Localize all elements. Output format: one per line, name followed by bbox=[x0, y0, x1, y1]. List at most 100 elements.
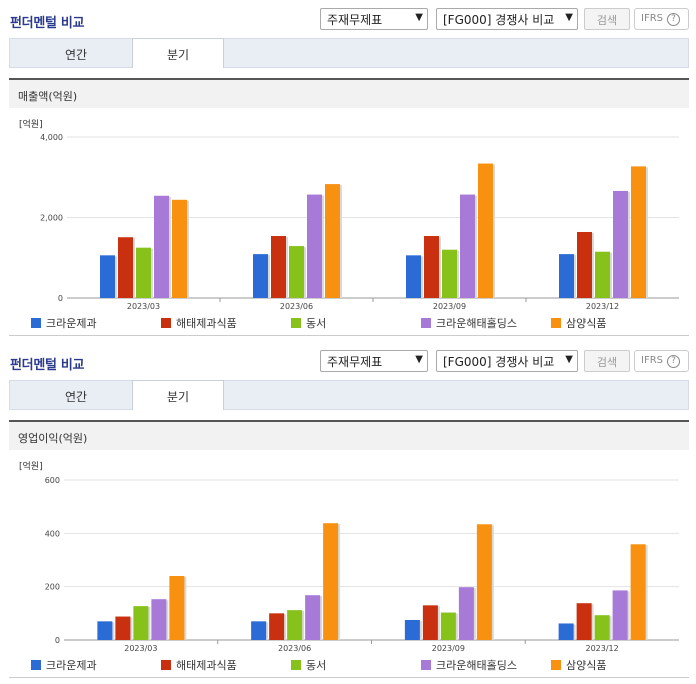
legend-swatch bbox=[421, 318, 431, 328]
chart-legend: 크라운제과 해태제과식품 동서 크라운해태홀딩스 삼양식품 bbox=[9, 315, 689, 331]
x-tick-label: 2023/06 bbox=[280, 302, 313, 311]
bar bbox=[151, 599, 167, 640]
legend-item[interactable]: 크라운제과 bbox=[31, 315, 97, 331]
search-button[interactable]: 검색 bbox=[584, 8, 630, 30]
bar bbox=[595, 251, 610, 298]
group-select[interactable]: [FG000] 경쟁사 비교 ▼ bbox=[436, 8, 578, 30]
legend-item[interactable]: 해태제과식품 bbox=[161, 657, 237, 673]
bar bbox=[136, 247, 151, 298]
statement-select[interactable]: 주재무제표 ▼ bbox=[320, 350, 428, 372]
legend-item[interactable]: 동서 bbox=[291, 315, 326, 331]
legend-item[interactable]: 삼양식품 bbox=[551, 315, 606, 331]
ifrs-label: IFRS bbox=[641, 13, 663, 24]
legend-swatch bbox=[31, 318, 41, 328]
bar bbox=[630, 544, 646, 640]
legend-label: 크라운제과 bbox=[46, 659, 97, 672]
x-tick-label: 2023/12 bbox=[586, 644, 619, 653]
x-tick-label: 2023/03 bbox=[127, 302, 160, 311]
legend-item[interactable]: 크라운해태홀딩스 bbox=[421, 657, 517, 673]
panel-title: 펀더멘털 비교 bbox=[10, 358, 85, 373]
bar bbox=[594, 615, 610, 640]
y-tick-label: 4,000 bbox=[40, 133, 63, 142]
bar bbox=[612, 590, 628, 640]
ifrs-label: IFRS bbox=[641, 355, 663, 366]
legend-item[interactable]: 크라운해태홀딩스 bbox=[421, 315, 517, 331]
legend-swatch bbox=[161, 660, 171, 670]
y-unit-label: [억원] bbox=[19, 118, 43, 130]
x-tick-label: 2023/06 bbox=[278, 644, 311, 653]
bar bbox=[172, 199, 187, 298]
x-tick-label: 2023/12 bbox=[586, 302, 619, 311]
legend-label: 크라운해태홀딩스 bbox=[436, 317, 517, 330]
legend-swatch bbox=[551, 660, 561, 670]
legend-item[interactable]: 해태제과식품 bbox=[161, 315, 237, 331]
legend-label: 동서 bbox=[306, 659, 327, 672]
legend-swatch bbox=[551, 318, 561, 328]
legend-item[interactable]: 동서 bbox=[291, 657, 326, 673]
ifrs-help-button[interactable]: IFRS? bbox=[634, 350, 689, 372]
search-button[interactable]: 검색 bbox=[584, 350, 630, 372]
legend-label: 해태제과식품 bbox=[176, 317, 237, 330]
legend-label: 크라운제과 bbox=[46, 317, 97, 330]
bar bbox=[269, 613, 285, 640]
tab-quarterly[interactable]: 분기 bbox=[132, 38, 224, 68]
statement-select-value: 주재무제표 bbox=[327, 13, 383, 27]
statement-select[interactable]: 주재무제표 ▼ bbox=[320, 8, 428, 30]
group-select-value: [FG000] 경쟁사 비교 bbox=[443, 355, 555, 369]
bar bbox=[558, 623, 574, 640]
ifrs-help-button[interactable]: IFRS? bbox=[634, 8, 689, 30]
bar bbox=[458, 587, 474, 640]
tab-annual[interactable]: 연간 bbox=[64, 48, 88, 62]
period-tabs: 연간 분기 bbox=[9, 380, 689, 410]
bar bbox=[305, 595, 321, 640]
fundamental-panel-revenue: 펀더멘털 비교 주재무제표 ▼ [FG000] 경쟁사 비교 ▼ 검색 IFRS… bbox=[0, 0, 696, 340]
x-tick-label: 2023/09 bbox=[432, 644, 465, 653]
y-tick-label: 200 bbox=[45, 583, 60, 592]
legend-label: 동서 bbox=[306, 317, 327, 330]
bar bbox=[424, 236, 439, 298]
legend-label: 삼양식품 bbox=[566, 659, 607, 672]
tab-annual[interactable]: 연간 bbox=[64, 390, 88, 404]
legend-swatch bbox=[161, 318, 171, 328]
operating-profit-chart: [억원] 0 200 400 600 2023/03 2023/06 2023/09 2023/… bbox=[19, 460, 679, 653]
bar bbox=[422, 605, 438, 640]
bar bbox=[323, 523, 339, 640]
y-tick-label: 400 bbox=[45, 529, 60, 538]
bar bbox=[100, 255, 115, 298]
statement-select-value: 주재무제표 bbox=[327, 355, 383, 369]
y-tick-label: 0 bbox=[58, 294, 63, 303]
bar bbox=[631, 166, 646, 298]
legend-swatch bbox=[31, 660, 41, 670]
question-icon: ? bbox=[667, 355, 680, 368]
legend-item[interactable]: 크라운제과 bbox=[31, 657, 97, 673]
bar bbox=[169, 576, 185, 640]
revenue-chart-box: 매출액(억원) [억원] 0 2,000 4,000 2023/03 2023/06 202… bbox=[9, 78, 689, 336]
legend-swatch bbox=[421, 660, 431, 670]
period-tabs: 연간 분기 bbox=[9, 38, 689, 68]
bar bbox=[307, 194, 322, 298]
bar bbox=[478, 163, 493, 298]
bar bbox=[118, 237, 133, 298]
y-tick-label: 0 bbox=[55, 636, 60, 645]
legend-swatch bbox=[291, 660, 301, 670]
bar bbox=[115, 616, 131, 640]
chevron-down-icon: ▼ bbox=[565, 354, 573, 365]
bar bbox=[287, 610, 303, 640]
legend-label: 해태제과식품 bbox=[176, 659, 237, 672]
chevron-down-icon: ▼ bbox=[415, 12, 423, 23]
bar bbox=[577, 231, 592, 298]
legend-item[interactable]: 삼양식품 bbox=[551, 657, 606, 673]
legend-label: 삼양식품 bbox=[566, 317, 607, 330]
chevron-down-icon: ▼ bbox=[415, 354, 423, 365]
bar bbox=[440, 612, 456, 640]
question-icon: ? bbox=[667, 13, 680, 26]
bar bbox=[559, 254, 574, 298]
bar bbox=[613, 190, 628, 298]
bar bbox=[133, 606, 149, 640]
revenue-chart: [억원] 0 2,000 4,000 2023/03 2023/06 2023/09 2023… bbox=[19, 118, 679, 311]
bar bbox=[476, 524, 492, 640]
panel-header: 펀더멘털 비교 주재무제표 ▼ [FG000] 경쟁사 비교 ▼ 검색 IFRS… bbox=[0, 342, 696, 380]
group-select[interactable]: [FG000] 경쟁사 비교 ▼ bbox=[436, 350, 578, 372]
x-tick-label: 2023/09 bbox=[433, 302, 466, 311]
tab-quarterly[interactable]: 분기 bbox=[132, 380, 224, 410]
